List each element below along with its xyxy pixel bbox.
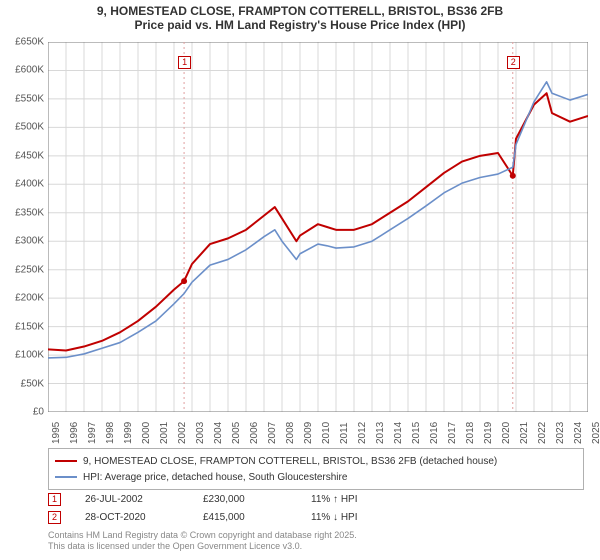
title-line-1: 9, HOMESTEAD CLOSE, FRAMPTON COTTERELL, …: [0, 4, 600, 18]
x-tick-label: 2019: [483, 422, 494, 444]
x-tick-label: 2004: [213, 422, 224, 444]
sale-annotations: 1 26-JUL-2002 £230,000 11% ↑ HPI 2 28-OC…: [48, 490, 358, 526]
y-tick-label: £250K: [2, 264, 44, 275]
x-tick-label: 2007: [267, 422, 278, 444]
annotation-price-2: £415,000: [203, 512, 293, 523]
chart-title: 9, HOMESTEAD CLOSE, FRAMPTON COTTERELL, …: [0, 0, 600, 32]
y-tick-label: £550K: [2, 93, 44, 104]
annotation-date-2: 28-OCT-2020: [85, 512, 185, 523]
x-tick-label: 2015: [411, 422, 422, 444]
x-tick-label: 2000: [141, 422, 152, 444]
y-tick-label: £500K: [2, 122, 44, 133]
event-marker-2: 2: [507, 56, 520, 69]
legend-row-price: 9, HOMESTEAD CLOSE, FRAMPTON COTTERELL, …: [55, 453, 577, 469]
y-tick-label: £50K: [2, 378, 44, 389]
x-tick-label: 2025: [591, 422, 600, 444]
x-tick-label: 1997: [87, 422, 98, 444]
x-tick-label: 2023: [555, 422, 566, 444]
legend-swatch-price: [55, 460, 77, 462]
x-tick-label: 1998: [105, 422, 116, 444]
attribution-line-1: Contains HM Land Registry data © Crown c…: [48, 530, 357, 541]
title-line-2: Price paid vs. HM Land Registry's House …: [0, 18, 600, 32]
x-tick-label: 2010: [321, 422, 332, 444]
x-tick-label: 2016: [429, 422, 440, 444]
y-tick-label: £400K: [2, 179, 44, 190]
y-tick-label: £300K: [2, 236, 44, 247]
annotation-delta-2: 11% ↓ HPI: [311, 512, 358, 523]
legend: 9, HOMESTEAD CLOSE, FRAMPTON COTTERELL, …: [48, 448, 584, 490]
x-tick-label: 2014: [393, 422, 404, 444]
x-tick-label: 2018: [465, 422, 476, 444]
annotation-row-2: 2 28-OCT-2020 £415,000 11% ↓ HPI: [48, 508, 358, 526]
attribution: Contains HM Land Registry data © Crown c…: [48, 530, 357, 552]
chart-svg: [48, 42, 588, 412]
x-tick-label: 2003: [195, 422, 206, 444]
legend-label-hpi: HPI: Average price, detached house, Sout…: [83, 472, 347, 483]
x-tick-label: 2006: [249, 422, 260, 444]
x-tick-label: 1999: [123, 422, 134, 444]
x-tick-label: 2001: [159, 422, 170, 444]
y-tick-label: £200K: [2, 293, 44, 304]
annotation-date-1: 26-JUL-2002: [85, 494, 185, 505]
x-tick-label: 2009: [303, 422, 314, 444]
y-tick-label: £650K: [2, 37, 44, 48]
x-tick-label: 2022: [537, 422, 548, 444]
annotation-marker-1: 1: [48, 493, 61, 506]
annotation-row-1: 1 26-JUL-2002 £230,000 11% ↑ HPI: [48, 490, 358, 508]
y-tick-label: £150K: [2, 321, 44, 332]
y-tick-label: £350K: [2, 207, 44, 218]
legend-label-price: 9, HOMESTEAD CLOSE, FRAMPTON COTTERELL, …: [83, 456, 497, 467]
x-tick-label: 2012: [357, 422, 368, 444]
x-tick-label: 2011: [339, 422, 350, 444]
x-tick-label: 1996: [69, 422, 80, 444]
y-tick-label: £600K: [2, 65, 44, 76]
x-tick-label: 2024: [573, 422, 584, 444]
chart-container: 9, HOMESTEAD CLOSE, FRAMPTON COTTERELL, …: [0, 0, 600, 560]
event-marker-1: 1: [178, 56, 191, 69]
y-tick-label: £450K: [2, 150, 44, 161]
legend-swatch-hpi: [55, 476, 77, 478]
x-tick-label: 2005: [231, 422, 242, 444]
y-tick-label: £0: [2, 407, 44, 418]
x-tick-label: 2020: [501, 422, 512, 444]
annotation-price-1: £230,000: [203, 494, 293, 505]
x-tick-label: 2008: [285, 422, 296, 444]
x-tick-label: 2002: [177, 422, 188, 444]
annotation-marker-2: 2: [48, 511, 61, 524]
x-tick-label: 2021: [519, 422, 530, 444]
annotation-delta-1: 11% ↑ HPI: [311, 494, 358, 505]
plot-area: [48, 42, 588, 412]
legend-row-hpi: HPI: Average price, detached house, Sout…: [55, 469, 577, 485]
attribution-line-2: This data is licensed under the Open Gov…: [48, 541, 357, 552]
x-tick-label: 2013: [375, 422, 386, 444]
x-tick-label: 1995: [51, 422, 62, 444]
x-tick-label: 2017: [447, 422, 458, 444]
y-tick-label: £100K: [2, 350, 44, 361]
